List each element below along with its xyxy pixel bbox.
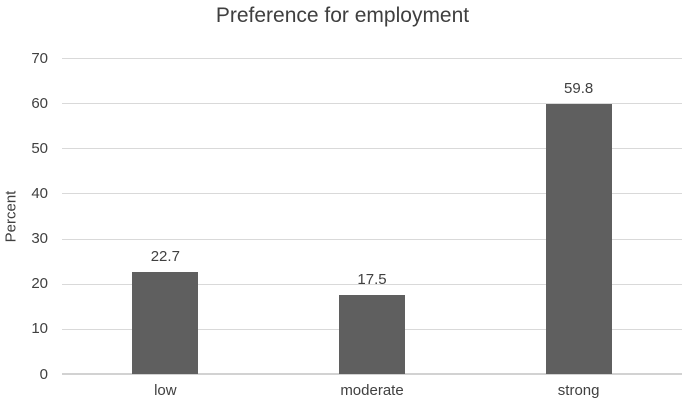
bar-moderate — [339, 295, 405, 374]
gridline — [62, 238, 682, 240]
x-category-label: low — [154, 382, 177, 399]
x-axis-line — [62, 373, 682, 375]
y-tick-label: 0 — [39, 365, 48, 383]
gridline — [62, 193, 682, 195]
gridline — [62, 58, 682, 59]
x-category-label: strong — [557, 382, 600, 399]
bar-value-label: 22.7 — [150, 247, 180, 265]
y-tick-label: 30 — [31, 230, 48, 248]
chart-title: Preference for employment — [215, 4, 470, 27]
y-tick-label: 10 — [31, 320, 48, 338]
gridline — [62, 283, 682, 285]
y-tick-label: 50 — [31, 139, 48, 157]
y-axis-title: Percent — [2, 190, 20, 243]
bar-value-label: 17.5 — [357, 271, 387, 288]
y-tick-label: 40 — [31, 184, 48, 202]
x-category-label: moderate — [340, 382, 404, 399]
bar-value-label: 59.8 — [564, 80, 594, 98]
gridline — [62, 103, 682, 105]
y-tick-label: 60 — [31, 94, 48, 112]
y-tick-label: 70 — [31, 49, 48, 67]
plot-area: 22.7 17.5 59.8 — [62, 58, 682, 375]
y-tick-label: 20 — [31, 275, 48, 293]
bar-low — [132, 271, 199, 374]
gridline — [62, 148, 682, 150]
bar-strong — [545, 104, 612, 374]
